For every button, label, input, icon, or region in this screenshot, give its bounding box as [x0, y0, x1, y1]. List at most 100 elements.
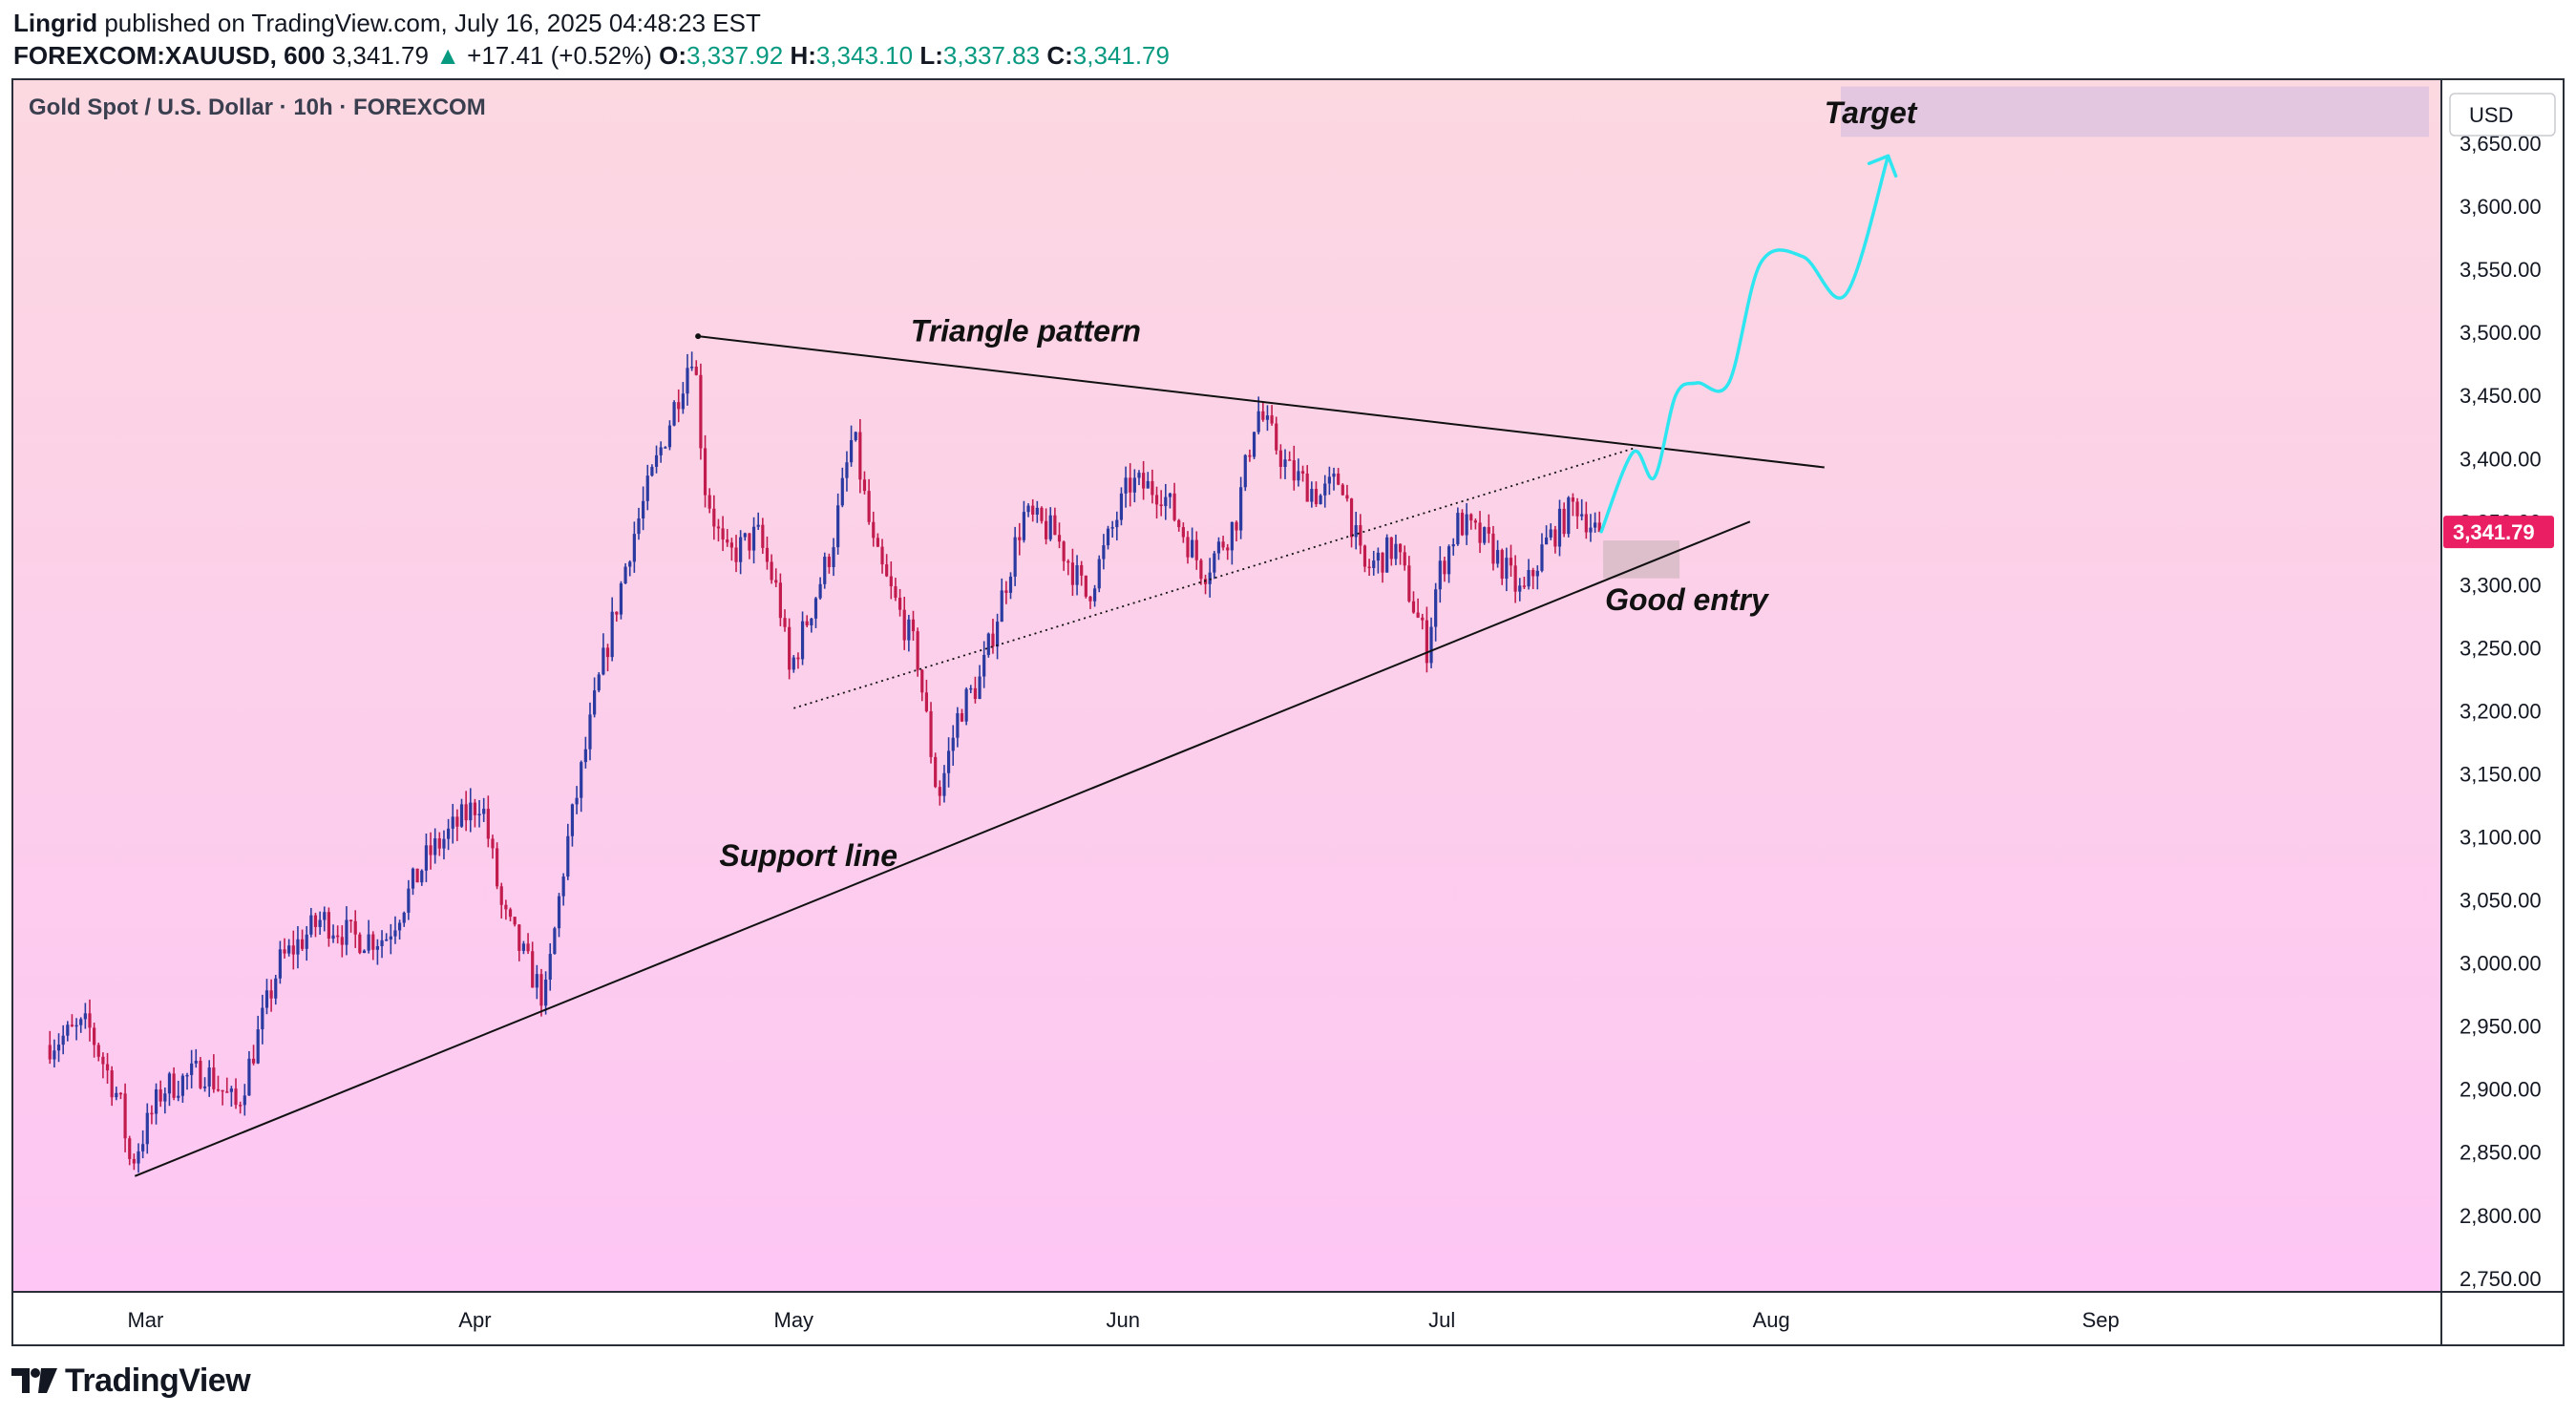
low-value: 3,337.83 [942, 41, 1041, 70]
candle-body [951, 737, 955, 751]
candle-body [132, 1158, 136, 1164]
candle-body [1527, 570, 1531, 587]
candle-body [561, 876, 565, 897]
candle-body [1106, 528, 1110, 546]
candle-body [1531, 570, 1535, 577]
candle-body [88, 1013, 92, 1028]
candle-body [1416, 612, 1420, 618]
x-tick-label: Mar [127, 1308, 163, 1332]
candle-body [1110, 527, 1114, 529]
author-name[interactable]: Lingrid [13, 9, 98, 37]
candle-body [1252, 432, 1256, 457]
candle-body [1491, 533, 1495, 564]
price-chart[interactable]: Triangle pattern Support line Good entry Ta… [13, 80, 2563, 1344]
candle-body [1129, 477, 1132, 493]
candle-body [1288, 459, 1292, 461]
candle-body [1216, 541, 1221, 554]
tradingview-logo[interactable]: TradingView [11, 1360, 251, 1402]
candle-body [1045, 520, 1048, 539]
symbol-interval: FOREXCOM:XAUUSD, 600 [13, 41, 326, 70]
high-label: H: [790, 41, 816, 70]
candle-body [1535, 570, 1539, 577]
candle-body [1230, 521, 1234, 551]
candle-body [420, 870, 424, 883]
candle-body [1018, 537, 1022, 540]
y-tick-label: 3,500.00 [2460, 321, 2542, 345]
candle-body [632, 534, 636, 562]
chart-frame[interactable]: Triangle pattern Support line Good entry Ta… [11, 78, 2565, 1346]
projection-path [1599, 154, 1890, 534]
candle-body [190, 1063, 194, 1075]
candle-body [1407, 565, 1411, 602]
candle-body [1500, 550, 1504, 580]
candle-body [499, 886, 503, 905]
candle-body [79, 1019, 83, 1025]
candle-body [1434, 589, 1438, 627]
candle-body [1567, 497, 1571, 535]
candle-body [1093, 588, 1097, 602]
candle-body [371, 934, 375, 950]
candle-body [1057, 535, 1062, 542]
candle-body [619, 583, 623, 615]
candle-body [1381, 552, 1384, 573]
candle-body [1256, 411, 1260, 433]
candle-body [459, 804, 464, 827]
candle-body [770, 561, 773, 581]
candle-body [167, 1073, 172, 1094]
candle-body [61, 1035, 65, 1045]
candle-body [920, 669, 924, 693]
candle-body [1213, 553, 1216, 573]
published-text: published on TradingView.com, July 16, 2… [104, 9, 761, 37]
y-tick-label: 2,850.00 [2460, 1141, 2542, 1165]
chart-title: Gold Spot / U.S. Dollar · 10h · FOREXCOM [29, 95, 486, 120]
candle-body [810, 618, 813, 626]
candle-body [172, 1073, 176, 1098]
candle-body [872, 521, 876, 539]
candle-body [681, 393, 685, 410]
y-tick-label: 3,200.00 [2460, 699, 2542, 723]
x-tick-label: Jul [1428, 1308, 1455, 1332]
candle-body [743, 533, 747, 538]
candle-body [1580, 514, 1584, 517]
candle-body [1062, 541, 1066, 561]
candle-body [216, 1088, 221, 1091]
candle-body [96, 1045, 100, 1057]
candle-body [486, 809, 490, 839]
candle-body [348, 919, 353, 921]
candle-body [991, 633, 995, 647]
candle-body [199, 1060, 202, 1088]
candle-body [53, 1050, 56, 1060]
candle-body [867, 491, 871, 522]
target-label: Target [1825, 95, 1918, 130]
candle-body [1115, 519, 1119, 528]
candle-body [1495, 550, 1500, 564]
candle-body [907, 619, 911, 641]
price-axis-background [2442, 80, 2563, 1344]
candle-body [897, 597, 902, 610]
candle-body [367, 934, 370, 951]
candle-body [1411, 601, 1416, 613]
candle-body [765, 547, 770, 562]
candle-body [429, 845, 433, 855]
x-tick-label: May [774, 1308, 814, 1332]
y-tick-label: 3,100.00 [2460, 826, 2542, 850]
candle-body [340, 937, 344, 945]
currency-button[interactable] [2449, 93, 2556, 137]
candle-body [402, 912, 406, 923]
candle-body [521, 943, 526, 951]
candle-body [800, 621, 805, 660]
candle-body [269, 990, 273, 999]
candle-body [593, 690, 597, 715]
candle-body [1278, 450, 1282, 468]
candle-body [849, 439, 854, 463]
candle-body [177, 1095, 180, 1098]
candle-body [1589, 527, 1593, 533]
candle-body [375, 945, 380, 950]
candle-body [442, 838, 446, 849]
candle-body [1478, 522, 1482, 543]
candle-body [1239, 487, 1243, 531]
candle-body [261, 1007, 264, 1030]
close-value: 3,341.79 [1072, 41, 1170, 70]
candle-body [946, 750, 951, 773]
candle-body [202, 1086, 207, 1088]
